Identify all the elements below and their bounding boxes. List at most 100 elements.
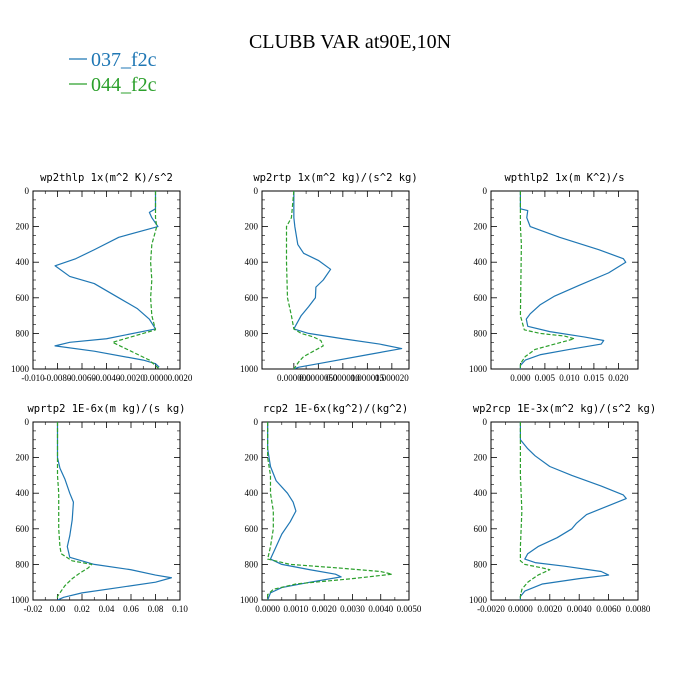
- y-tick-label: 400: [474, 257, 488, 267]
- x-tick-label: -0.0020: [117, 373, 145, 383]
- x-tick-label: 0.015: [584, 373, 605, 383]
- y-tick-label: 600: [16, 524, 30, 534]
- y-tick-label: 600: [16, 293, 30, 303]
- y-tick-label: 600: [474, 524, 488, 534]
- x-tick-label: 0.0040: [368, 604, 393, 614]
- x-tick-label: 0.010: [559, 373, 580, 383]
- x-tick-label: 0.005: [535, 373, 556, 383]
- panel-title: wprtp2 1E-6x(m kg)/(s kg): [27, 403, 185, 415]
- x-tick-label: 0.0010: [284, 604, 309, 614]
- x-tick-label: -0.0040: [93, 373, 121, 383]
- y-tick-label: 200: [245, 453, 259, 463]
- x-tick-label: 0.10: [172, 604, 188, 614]
- series-line-044_f2c: [112, 191, 160, 369]
- x-tick-label: 0.04: [99, 604, 115, 614]
- x-tick-label: -0.010: [21, 373, 45, 383]
- x-tick-label: 0.0000: [255, 604, 280, 614]
- x-tick-label: 0.00: [50, 604, 66, 614]
- x-tick-label: 0.000010: [326, 373, 360, 383]
- panel-5: rcp2 1E-6x(kg^2)/(kg^2) 0 200 400 600 800 1000…: [240, 403, 422, 614]
- panel-1: wp2thlp 1x(m^2 K)/s^202004006008001000-0…: [11, 172, 193, 383]
- y-tick-label: 800: [245, 559, 259, 569]
- y-tick-label: 800: [16, 559, 30, 569]
- x-tick-label: 0.000000: [277, 373, 311, 383]
- y-tick-label: 400: [474, 488, 488, 498]
- x-tick-label: 0.0080: [626, 604, 651, 614]
- y-tick-label: 200: [474, 222, 488, 232]
- y-tick-label: 0: [483, 417, 488, 427]
- y-tick-label: 200: [245, 222, 259, 232]
- x-tick-label: 0.0020: [168, 373, 193, 383]
- x-tick-label: 0.02: [74, 604, 90, 614]
- y-tick-label: 1000: [240, 364, 259, 374]
- legend-label-044: 044_f2c: [91, 74, 157, 96]
- x-tick-label: 0.000020: [375, 373, 409, 383]
- y-tick-label: 0: [254, 186, 259, 196]
- x-tick-label: 0.000: [510, 373, 531, 383]
- panel-title: wpthlp2 1x(m K^2)/s: [504, 172, 624, 184]
- x-tick-label: -0.02: [24, 604, 43, 614]
- series-line-037_f2c: [519, 191, 627, 369]
- x-tick-label: 0.000015: [350, 373, 384, 383]
- y-tick-label: 400: [245, 488, 259, 498]
- series-line-044_f2c: [56, 422, 93, 600]
- x-tick-label: 0.0020: [312, 604, 337, 614]
- y-tick-label: 200: [474, 453, 488, 463]
- x-tick-label: 0.06: [123, 604, 139, 614]
- x-tick-label: 0.020: [608, 373, 629, 383]
- panel-title: wp2rcp 1E-3x(m^2 kg)/(s^2 kg): [473, 403, 656, 415]
- series-line-037_f2c: [56, 422, 173, 600]
- x-tick-label: -0.0060: [68, 373, 96, 383]
- y-tick-label: 400: [245, 257, 259, 267]
- series-line-044_f2c: [267, 422, 393, 600]
- y-tick-label: 800: [474, 559, 488, 569]
- panel-6: wp2rcp 1E-3x(m^2 kg)/(s^2 kg) 0 200 400 600 8…: [469, 403, 656, 614]
- panel-title: wp2thlp 1x(m^2 K)/s^2: [40, 172, 173, 184]
- series-line-037_f2c: [293, 191, 403, 369]
- y-tick-label: 0: [25, 417, 30, 427]
- panel-2: wp2rtp 1x(m^2 kg)/(s^2 kg) 0 200 400 600 800 1…: [240, 172, 418, 383]
- x-tick-label: 0.0000: [143, 373, 168, 383]
- x-tick-label: 0.0020: [537, 604, 562, 614]
- legend-label-037: 037_f2c: [91, 49, 157, 71]
- series-line-037_f2c: [267, 422, 342, 600]
- y-tick-label: 800: [16, 328, 30, 338]
- y-tick-label: 800: [245, 328, 259, 338]
- y-tick-label: 600: [245, 524, 259, 534]
- series-line-044_f2c: [519, 422, 551, 600]
- panel-title: wp2rtp 1x(m^2 kg)/(s^2 kg): [253, 172, 417, 184]
- y-tick-label: 600: [245, 293, 259, 303]
- x-tick-label: 0.0030: [340, 604, 365, 614]
- x-tick-label: -0.0020: [477, 604, 505, 614]
- y-tick-label: 200: [16, 453, 30, 463]
- y-tick-label: 200: [16, 222, 30, 232]
- x-tick-label: -0.0080: [44, 373, 72, 383]
- y-tick-label: 0: [25, 186, 30, 196]
- y-tick-label: 400: [16, 488, 30, 498]
- x-tick-label: 0.0040: [567, 604, 592, 614]
- y-tick-label: 800: [474, 328, 488, 338]
- x-tick-label: 0.0000050: [299, 373, 338, 383]
- x-tick-label: 0.0050: [397, 604, 422, 614]
- x-tick-label: 0.0000: [508, 604, 533, 614]
- y-tick-label: 1000: [469, 364, 488, 374]
- legend: 037_f2c 044_f2c: [69, 49, 157, 96]
- x-tick-label: 0.08: [148, 604, 164, 614]
- panel-4: wprtp2 1E-6x(m kg)/(s kg) 0 200 400 600 800 10…: [11, 403, 188, 614]
- figure-title: CLUBB VAR at90E,10N: [249, 31, 451, 53]
- y-tick-label: 600: [474, 293, 488, 303]
- y-tick-label: 400: [16, 257, 30, 267]
- series-line-037_f2c: [519, 422, 627, 600]
- y-tick-label: 1000: [469, 595, 488, 605]
- panel-title: rcp2 1E-6x(kg^2)/(kg^2): [263, 403, 408, 415]
- x-tick-label: 0.0060: [596, 604, 621, 614]
- y-tick-label: 1000: [11, 595, 30, 605]
- panels: wp2thlp 1x(m^2 K)/s^202004006008001000-0…: [11, 172, 656, 614]
- panel-3: wpthlp2 1x(m K^2)/s 0 200 400 600 800 1000 0.00…: [469, 172, 639, 383]
- y-tick-label: 1000: [240, 595, 259, 605]
- series-line-044_f2c: [519, 191, 575, 369]
- y-tick-label: 0: [483, 186, 488, 196]
- series-line-044_f2c: [285, 191, 324, 369]
